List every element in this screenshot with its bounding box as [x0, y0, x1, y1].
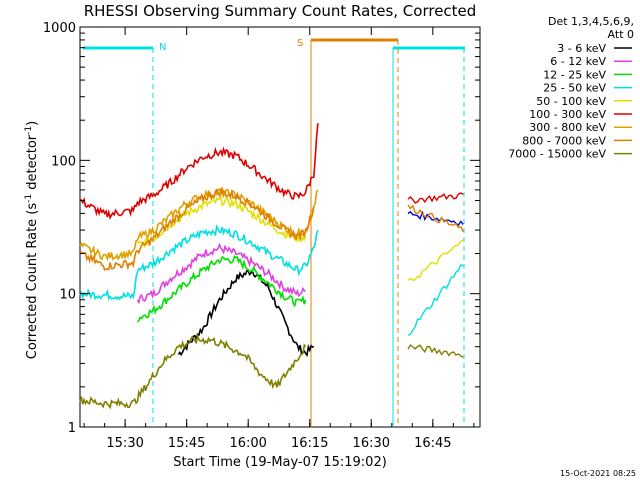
legend-header-2: Att 0	[608, 28, 634, 41]
y-tick-label: 100	[51, 154, 76, 169]
saa-flag-label: S	[297, 38, 303, 49]
x-axis-label: Start Time (19-May-07 15:19:02)	[173, 455, 387, 470]
series-line	[177, 268, 314, 358]
legend-label: 25 - 50 keV	[543, 82, 606, 95]
series-line	[79, 123, 319, 221]
legend-header-1: Det 1,3,4,5,6,9,	[548, 15, 634, 28]
series-line	[79, 224, 319, 301]
post-gap-segment	[407, 264, 464, 336]
x-tick-label: 16:00	[229, 436, 266, 451]
x-tick-label: 15:30	[106, 436, 143, 451]
y-axis-label-end: )	[25, 121, 40, 126]
chart-title: RHESSI Observing Summary Count Rates, Co…	[84, 2, 477, 20]
plot-frame	[79, 26, 481, 428]
post-gap-segment	[407, 344, 464, 358]
legend-label: 3 - 6 keV	[557, 42, 606, 55]
y-axis-label: Corrected Count Rate (s-1 detector-1)	[24, 121, 40, 359]
series-line	[136, 242, 306, 305]
x-tick-label: 16:45	[414, 436, 451, 451]
plot-border	[79, 26, 481, 428]
post-gap-segment	[407, 192, 464, 204]
y-axis-label-mid: detector	[25, 134, 40, 194]
y-tick-label: 10	[59, 288, 76, 303]
legend-label: 300 - 800 keV	[529, 121, 606, 134]
series-line	[79, 333, 307, 410]
legend-label: 50 - 100 keV	[536, 95, 606, 108]
footer-timestamp: 15-Oct-2021 08:25	[560, 469, 636, 478]
y-tick-label: 1000	[43, 21, 76, 36]
y-axis-label-main: Corrected Count Rate (s	[25, 203, 40, 360]
legend-label: 7000 - 15000 keV	[508, 148, 606, 161]
x-tick-label: 15:45	[168, 436, 205, 451]
post-gap-segment	[407, 204, 464, 233]
y-axis-label-sup2: -1	[24, 126, 34, 135]
series-line	[136, 254, 307, 323]
y-axis: 1 10 100 1000	[43, 21, 480, 436]
night-flag-label: N	[159, 42, 166, 53]
legend-label: 100 - 300 keV	[529, 108, 606, 121]
post-gap-segment	[407, 210, 464, 227]
y-tick-label: 1	[68, 421, 76, 436]
legend-label: 6 - 12 keV	[550, 55, 606, 68]
x-tick-label: 16:30	[353, 436, 390, 451]
y-axis-label-sup1: -1	[24, 194, 34, 203]
series-layer	[79, 123, 464, 410]
post-gap-segment	[407, 239, 464, 281]
series-line	[79, 186, 315, 271]
x-tick-label: 16:15	[291, 436, 328, 451]
legend-label: 12 - 25 keV	[543, 68, 606, 81]
x-axis: 15:30 15:45 16:00 16:15 16:30 16:45	[83, 27, 475, 451]
legend-label: 800 - 7000 keV	[522, 134, 606, 147]
